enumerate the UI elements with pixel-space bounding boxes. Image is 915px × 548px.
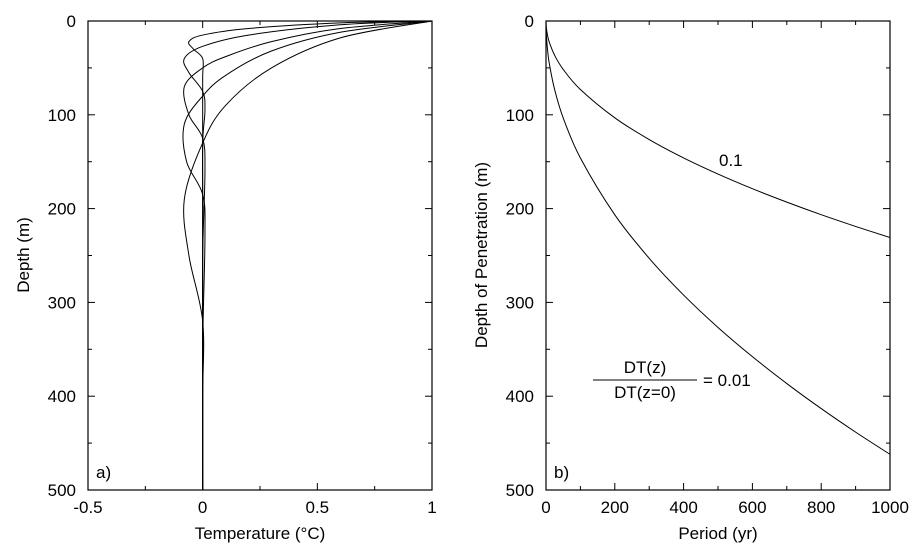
panel-a-label: a) bbox=[96, 463, 111, 482]
y-tick-label: 500 bbox=[506, 481, 534, 500]
x-tick-label: 0 bbox=[198, 498, 207, 517]
x-tick-label: 1 bbox=[427, 498, 436, 517]
x-tick-label: 200 bbox=[601, 498, 629, 517]
y-tick-label: 0 bbox=[525, 12, 534, 31]
panel-b-y-axis-label: Depth of Penetration (m) bbox=[472, 162, 491, 348]
panel-b-y-tick-labels: 0 100 200 300 400 500 bbox=[506, 12, 534, 500]
x-tick-label: 0 bbox=[541, 498, 550, 517]
panel-b-x-tick-labels: 0 200 400 600 800 1000 bbox=[541, 498, 909, 517]
y-tick-label: 400 bbox=[506, 387, 534, 406]
y-tick-label: 300 bbox=[48, 293, 76, 312]
x-tick-label: 1000 bbox=[871, 498, 909, 517]
panel-b: 0 200 400 600 800 1000 0 100 200 300 400 500 Perio… bbox=[472, 12, 909, 543]
x-tick-label: -0.5 bbox=[73, 498, 102, 517]
series-line-1 bbox=[188, 20, 433, 490]
panel-b-x-axis-label: Period (yr) bbox=[678, 524, 757, 543]
x-tick-label: 600 bbox=[738, 498, 766, 517]
series-line-5 bbox=[183, 20, 433, 490]
panel-a-y-tick-labels: 0 100 200 300 400 500 bbox=[48, 12, 76, 500]
series-line-2 bbox=[183, 20, 433, 490]
panel-a: -0.5 0 0.5 1 0 100 200 300 400 500 Temperature (… bbox=[14, 12, 437, 543]
fraction-denominator: DT(z=0) bbox=[614, 383, 676, 402]
y-tick-label: 100 bbox=[506, 106, 534, 125]
y-tick-label: 200 bbox=[506, 200, 534, 219]
panel-a-curves bbox=[182, 20, 433, 491]
panel-b-label: b) bbox=[554, 463, 569, 482]
y-tick-label: 200 bbox=[48, 200, 76, 219]
panel-a-frame bbox=[87, 20, 433, 491]
panel-a-y-axis-label: Depth (m) bbox=[14, 217, 33, 293]
y-tick-label: 400 bbox=[48, 387, 76, 406]
x-tick-label: 0.5 bbox=[306, 498, 330, 517]
y-tick-label: 500 bbox=[48, 481, 76, 500]
panel-a-ticks bbox=[87, 20, 433, 491]
series-line-1 bbox=[545, 20, 891, 238]
y-tick-label: 300 bbox=[506, 293, 534, 312]
panel-a-x-axis-label: Temperature (°C) bbox=[195, 524, 326, 543]
panel-b-ticks bbox=[545, 20, 891, 491]
fraction-value: = 0.01 bbox=[703, 371, 751, 390]
series-line-2 bbox=[545, 20, 891, 455]
upper-curve-label: 0.1 bbox=[719, 151, 743, 170]
series-line-4 bbox=[182, 20, 433, 491]
series-line-3 bbox=[183, 20, 433, 490]
panel-b-curves bbox=[545, 20, 891, 455]
x-tick-label: 400 bbox=[669, 498, 697, 517]
y-tick-label: 0 bbox=[67, 12, 76, 31]
panel-a-x-tick-labels: -0.5 0 0.5 1 bbox=[73, 498, 436, 517]
panel-b-frame bbox=[545, 20, 891, 491]
x-tick-label: 800 bbox=[807, 498, 835, 517]
y-tick-label: 100 bbox=[48, 106, 76, 125]
fraction-numerator: DT(z) bbox=[624, 358, 666, 377]
